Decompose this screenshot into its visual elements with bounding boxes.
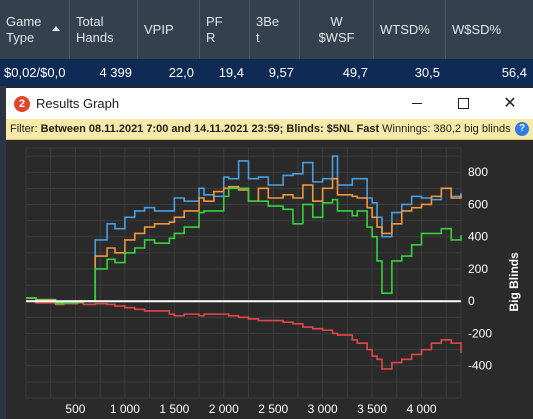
series-line-green	[26, 187, 462, 305]
column-header-label: WTSD%	[380, 21, 430, 37]
x-tick-label: 2 000	[209, 402, 239, 416]
column-header-label: W$SD%	[452, 21, 502, 37]
series-line-red	[26, 300, 462, 370]
column-header-label: Game Type	[6, 13, 42, 45]
chart-background	[6, 140, 533, 419]
cell-vpip: 22,0	[168, 65, 194, 80]
cell-wwsf: 49,7	[342, 65, 368, 80]
app-logo-icon: 2	[14, 96, 30, 112]
series-line-blue	[26, 155, 462, 304]
cell-3bet: 9,57	[268, 65, 294, 80]
sort-ascending-icon	[52, 26, 60, 31]
help-icon[interactable]: ?	[515, 122, 529, 136]
left-panel-edge	[0, 86, 6, 419]
y-tick-label: -200	[468, 326, 492, 340]
x-tick-label: 3 500	[357, 402, 387, 416]
y-tick-label: 400	[468, 230, 488, 244]
cell-wtsd: 30,5	[414, 65, 440, 80]
x-tick-label: 4 000	[407, 402, 437, 416]
winnings-label: Winnings: 380,2 big blinds	[382, 123, 511, 135]
cell-wsd: 56,4	[501, 65, 527, 80]
column-header-total-hands[interactable]: Total Hands	[70, 0, 138, 59]
column-header-label: PF R	[206, 13, 223, 45]
x-tick-label: 2 500	[258, 402, 288, 416]
x-tick-label: 1 500	[159, 402, 189, 416]
maximize-button[interactable]	[441, 88, 487, 119]
y-axis-label: Big Blinds	[507, 252, 521, 312]
results-chart: 800 600 400 200 0 -200 -400 500 1 000 1 500 2 000…	[6, 140, 533, 419]
filter-label: Filter:	[10, 123, 38, 135]
y-tick-label: 0	[468, 294, 475, 308]
filter-text: Between 08.11.2021 7:00 and 14.11.2021 2…	[40, 123, 380, 135]
window-titlebar[interactable]: 2 Results Graph ✕	[6, 88, 533, 119]
maximize-icon	[458, 98, 469, 109]
column-header-vpip[interactable]: VPIP	[138, 0, 200, 59]
column-header-label: 3Be t	[256, 13, 280, 45]
column-header-pfr[interactable]: PF R	[200, 0, 250, 59]
column-header-label: Total Hands	[76, 13, 114, 45]
window-title: Results Graph	[36, 96, 120, 111]
minimize-button[interactable]	[395, 88, 441, 119]
column-header-3bet[interactable]: 3Be t	[250, 0, 300, 59]
close-button[interactable]: ✕	[487, 88, 533, 119]
x-tick-label: 3 000	[308, 402, 338, 416]
filter-bar: Filter: Between 08.11.2021 7:00 and 14.1…	[6, 119, 533, 140]
y-tick-label: -400	[468, 359, 492, 373]
minimize-icon	[412, 103, 422, 104]
close-icon: ✕	[503, 95, 517, 112]
cell-pfr: 19,4	[218, 65, 244, 80]
column-header-game-type[interactable]: Game Type	[0, 0, 70, 59]
chart-series	[26, 155, 462, 370]
y-axis-tick-labels: 800 600 400 200 0 -200 -400	[468, 165, 492, 373]
series-line-orange	[26, 177, 462, 304]
column-header-label: VPIP	[144, 21, 174, 37]
column-header-wsd[interactable]: W$SD%	[446, 0, 533, 59]
y-tick-label: 600	[468, 197, 488, 211]
x-tick-label: 1 000	[110, 402, 140, 416]
y-tick-label: 200	[468, 262, 488, 276]
results-graph-window: 2 Results Graph ✕ Filter: Between 08.11.…	[6, 88, 533, 419]
table-row[interactable]: $0,02/$0,0 4 399 22,0 19,4 9,57 49,7 30,…	[0, 59, 533, 86]
column-header-wwsf[interactable]: W $WSF	[300, 0, 374, 59]
stats-table-header: Game Type Total Hands VPIP PF R 3Be t W …	[0, 0, 533, 59]
column-header-wtsd[interactable]: WTSD%	[374, 0, 446, 59]
cell-total-hands: 4 399	[99, 65, 132, 80]
plot-area-border	[25, 147, 462, 399]
cell-game-type: $0,02/$0,0	[4, 65, 66, 80]
column-header-label: W $WSF	[318, 13, 355, 45]
y-tick-label: 800	[468, 165, 488, 179]
x-axis-tick-labels: 500 1 000 1 500 2 000 2 500 3 000 3 500 4 000	[65, 402, 436, 416]
x-tick-label: 500	[65, 402, 85, 416]
